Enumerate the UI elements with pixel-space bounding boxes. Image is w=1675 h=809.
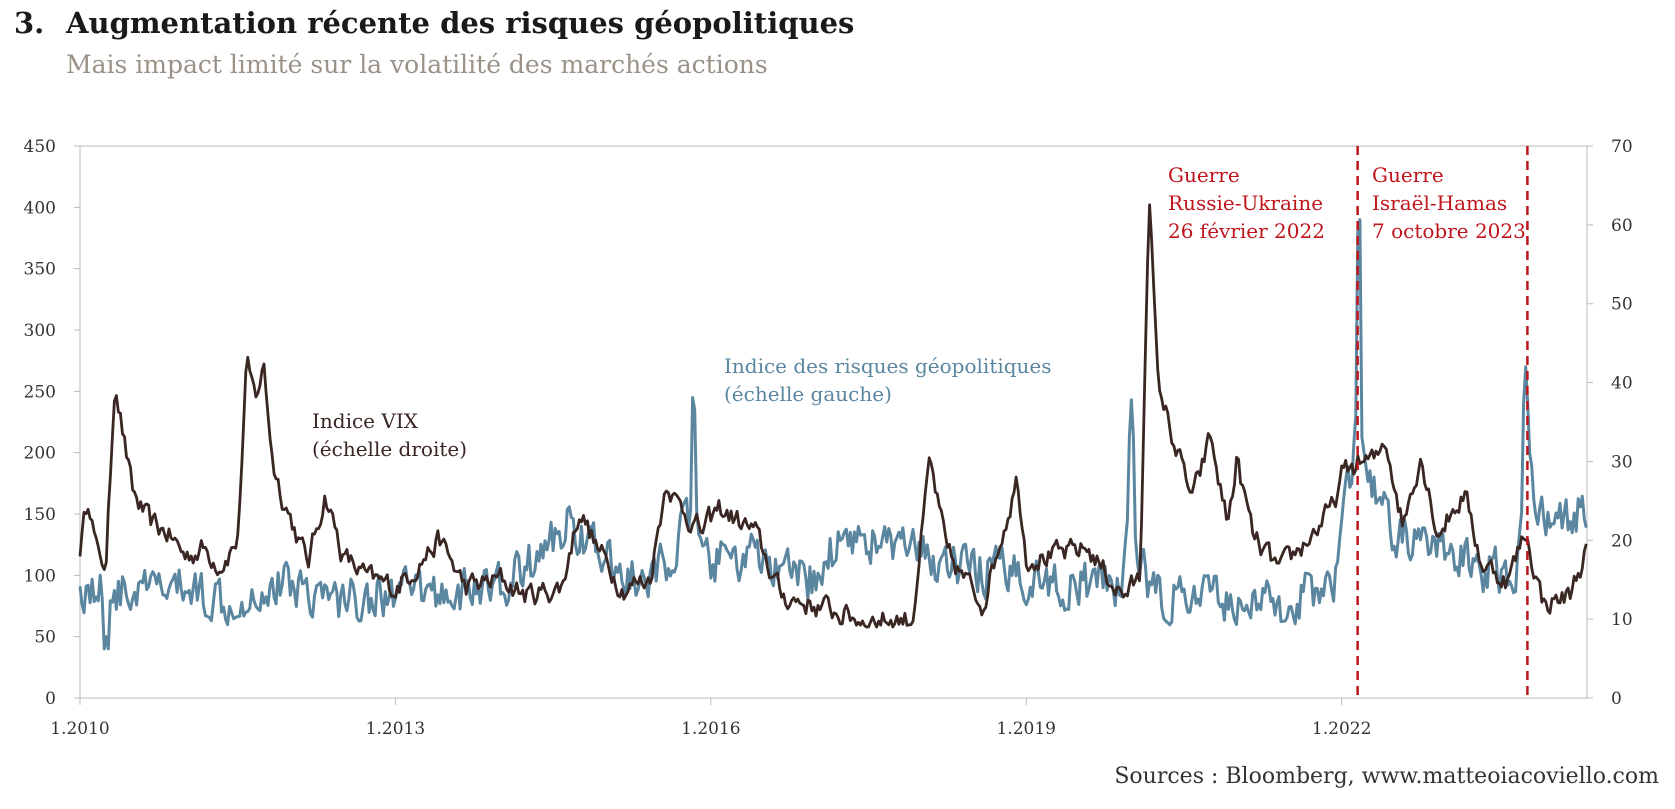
annotation-line: Guerre <box>1168 163 1240 187</box>
y-left-tick-label: 450 <box>24 137 56 157</box>
x-tick-label: 1.2013 <box>366 719 425 739</box>
chart: 0 50 100 150 200 250 300 350 400 450 0 10 20 30 40 50 60… <box>24 137 1633 739</box>
series-layer <box>78 203 1588 651</box>
chart-title: Augmentation récente des risques géopoli… <box>66 6 855 40</box>
event-russia-annotation: Guerre Russie-Ukraine 26 février 2022 <box>1168 163 1325 243</box>
y-right-tick-label: 20 <box>1611 531 1633 551</box>
y-right-tick-label: 50 <box>1611 295 1633 315</box>
x-tick-label: 1.2022 <box>1312 719 1371 739</box>
y-right-tick-label: 60 <box>1611 216 1633 236</box>
y-right-tick-label: 10 <box>1611 610 1633 630</box>
y-left-tick-label: 100 <box>24 566 56 586</box>
annotation-line: Israël-Hamas <box>1372 191 1507 215</box>
annotation-line: (échelle gauche) <box>724 382 892 406</box>
annotation-line: Indice des risques géopolitiques <box>724 354 1052 378</box>
event-layer <box>1356 146 1529 698</box>
y-left-tick-label: 0 <box>45 689 56 709</box>
annotation-line: Indice VIX <box>312 409 419 433</box>
y-left-tick-label: 350 <box>24 260 56 280</box>
gpr-series-line <box>78 218 1588 651</box>
y-left-tick-label: 50 <box>34 628 56 648</box>
x-tick-label: 1.2010 <box>50 719 109 739</box>
gpr-label-annotation: Indice des risques géopolitiques (échelle… <box>724 354 1052 406</box>
chart-subtitle: Mais impact limité sur la volatilité des… <box>66 50 768 79</box>
source-note: Sources : Bloomberg, www.matteoiacoviell… <box>1114 764 1659 789</box>
y-left-tick-label: 400 <box>24 198 56 218</box>
y-right-tick-label: 30 <box>1611 452 1633 472</box>
tick-layer: 0 50 100 150 200 250 300 350 400 450 0 10 20 30 40 50 60… <box>24 137 1633 739</box>
annotation-line: 7 octobre 2023 <box>1372 219 1526 243</box>
event-israel-annotation: Guerre Israël-Hamas 7 octobre 2023 <box>1372 163 1526 243</box>
annotation-line: Russie-Ukraine <box>1168 191 1323 215</box>
y-left-tick-label: 200 <box>24 444 56 464</box>
plot-frame <box>79 145 1588 699</box>
y-left-tick-label: 300 <box>24 321 56 341</box>
x-tick-label: 1.2019 <box>997 719 1056 739</box>
y-right-tick-label: 70 <box>1611 137 1633 157</box>
vix-series-line <box>78 203 1588 629</box>
annotation-line: Guerre <box>1372 163 1444 187</box>
y-right-tick-label: 40 <box>1611 374 1633 394</box>
y-right-tick-label: 0 <box>1611 689 1622 709</box>
y-left-tick-label: 150 <box>24 505 56 525</box>
annotation-layer: Indice VIX (échelle droite) Indice des ris… <box>312 163 1526 461</box>
annotation-line: (échelle droite) <box>312 437 467 461</box>
x-tick-label: 1.2016 <box>681 719 740 739</box>
y-left-tick-label: 250 <box>24 382 56 402</box>
annotation-line: 26 février 2022 <box>1168 219 1325 243</box>
vix-label-annotation: Indice VIX (échelle droite) <box>312 409 467 461</box>
figure-number: 3. <box>14 6 45 40</box>
